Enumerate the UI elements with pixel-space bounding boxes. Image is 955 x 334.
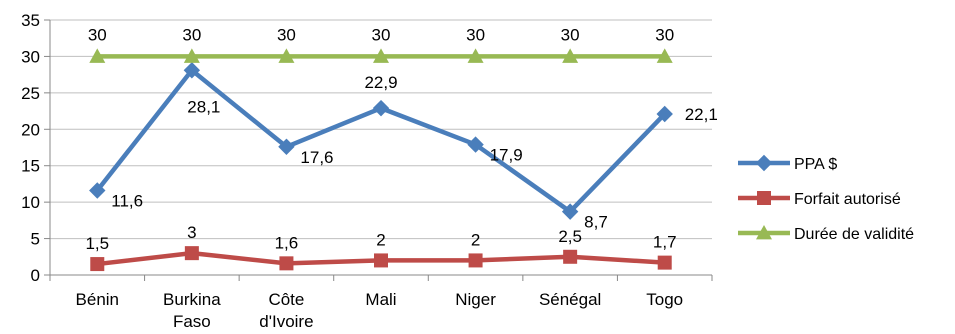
legend-marker-forfait-autoris- <box>757 191 771 205</box>
legend-marker-dur-e-de-validit- <box>756 225 772 240</box>
data-label-dur-e-de-validit-: 30 <box>182 25 201 44</box>
y-tick-labels: 0 5 10 15 20 25 30 35 <box>21 11 40 285</box>
data-label-ppa-: 8,7 <box>584 213 608 232</box>
data-label-dur-e-de-validit-: 30 <box>561 25 580 44</box>
data-point-dur-e-de-validit- <box>656 48 673 63</box>
y-tick-label: 30 <box>21 47 40 66</box>
data-point-dur-e-de-validit- <box>373 48 389 63</box>
x-tick-label: Sénégal <box>539 290 601 309</box>
series-group <box>89 48 673 272</box>
y-tick-label: 35 <box>21 11 40 30</box>
data-point-forfait-autoris- <box>657 255 672 270</box>
y-tick-label: 15 <box>21 157 40 176</box>
data-label-forfait-autoris-: 1,7 <box>653 233 677 252</box>
data-point-forfait-autoris- <box>279 256 294 271</box>
x-tick-label: Côte d'Ivoire <box>259 290 313 331</box>
y-tick-label: 5 <box>31 230 40 249</box>
data-point-ppa- <box>89 182 106 199</box>
data-point-dur-e-de-validit- <box>278 48 295 63</box>
data-point-ppa- <box>372 99 390 117</box>
data-label-forfait-autoris-: 2,5 <box>558 227 582 246</box>
legend-marker-ppa- <box>755 154 773 172</box>
data-point-ppa- <box>656 105 673 123</box>
x-tick-label: Niger <box>455 290 496 309</box>
data-label-ppa-: 22,1 <box>685 105 718 124</box>
data-label-forfait-autoris-: 2 <box>471 230 480 249</box>
y-tick-label: 20 <box>21 120 40 139</box>
data-point-ppa- <box>561 203 579 220</box>
data-point-dur-e-de-validit- <box>467 48 484 63</box>
data-label-forfait-autoris-: 1,5 <box>85 234 109 253</box>
y-tick-label: 25 <box>21 84 40 103</box>
data-label-ppa-: 17,9 <box>490 146 523 165</box>
data-point-forfait-autoris- <box>468 253 483 268</box>
data-label-dur-e-de-validit-: 30 <box>372 25 391 44</box>
data-labels: 11,6 28,1 17,6 22,9 17,9 8,7 22,1 1,5 3 1,6 2 2 2,5 1… <box>85 25 717 253</box>
y-tick-label: 0 <box>31 266 40 285</box>
x-tick-label: Bénin <box>76 290 119 309</box>
data-label-forfait-autoris-: 2 <box>376 230 385 249</box>
data-point-ppa- <box>183 62 201 79</box>
data-label-ppa-: 11,6 <box>111 191 143 210</box>
data-point-ppa- <box>467 136 484 153</box>
data-label-dur-e-de-validit-: 30 <box>655 25 674 44</box>
data-label-dur-e-de-validit-: 30 <box>277 25 296 44</box>
data-label-ppa-: 17,6 <box>300 148 333 167</box>
y-tick-label: 10 <box>21 193 40 212</box>
x-tick-label: Togo <box>646 290 683 309</box>
legend-label-forfait-autoris-: Forfait autorisé <box>794 191 901 208</box>
legend: PPA $ Forfait autorisé Durée de validité <box>738 154 914 243</box>
data-point-dur-e-de-validit- <box>89 48 106 63</box>
data-point-forfait-autoris- <box>563 249 578 264</box>
data-label-ppa-: 22,9 <box>364 73 397 92</box>
data-label-dur-e-de-validit-: 30 <box>88 25 107 44</box>
data-point-forfait-autoris- <box>374 253 388 268</box>
data-label-forfait-autoris-: 3 <box>187 223 196 242</box>
legend-label-ppa-: PPA $ <box>794 156 837 173</box>
x-tick-label: Mali <box>365 290 396 309</box>
x-tick-labels: Bénin Burkina Faso Côte d'Ivoire Mali Niger Sén… <box>76 290 684 331</box>
legend-label-dur-e-de-validit-: Durée de validité <box>794 226 914 243</box>
axes <box>44 19 713 281</box>
data-label-ppa-: 28,1 <box>187 97 220 116</box>
data-point-forfait-autoris- <box>90 257 105 272</box>
data-point-ppa- <box>278 138 295 155</box>
data-point-forfait-autoris- <box>184 246 199 261</box>
data-point-dur-e-de-validit- <box>183 48 200 63</box>
data-label-forfait-autoris-: 1,6 <box>275 233 299 252</box>
data-label-dur-e-de-validit-: 30 <box>466 25 485 44</box>
x-tick-label: Burkina Faso <box>163 290 221 331</box>
data-point-dur-e-de-validit- <box>562 48 579 63</box>
